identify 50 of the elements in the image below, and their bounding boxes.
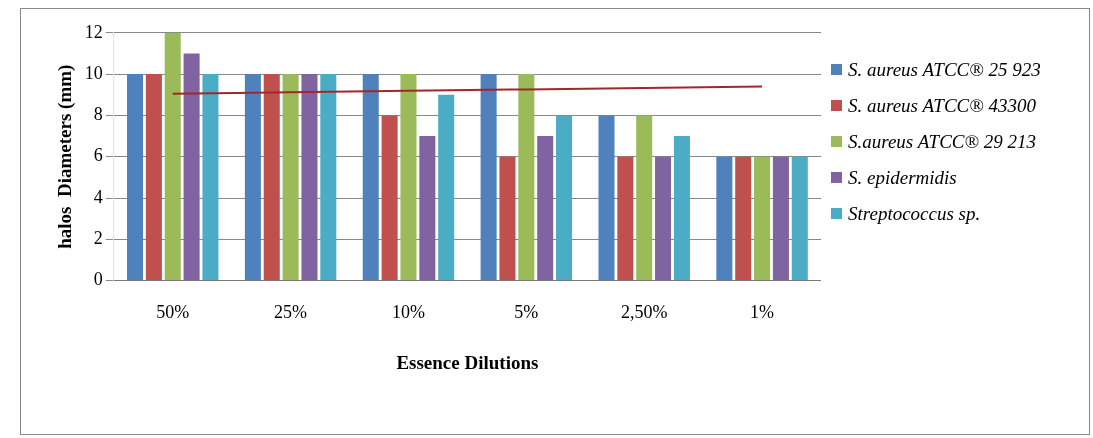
bar	[556, 115, 573, 281]
y-tick-label: 0	[93, 269, 103, 290]
y-tick-label: 4	[93, 186, 103, 207]
bar	[127, 74, 144, 281]
bar	[754, 156, 771, 281]
bar	[419, 136, 436, 281]
bar	[145, 74, 162, 281]
x-tick-label: 2,50%	[620, 302, 668, 323]
bar	[598, 115, 615, 281]
bar	[735, 156, 752, 281]
bar	[202, 74, 219, 281]
x-tick-label: 1%	[750, 302, 775, 323]
x-tick-label: 50%	[156, 302, 190, 323]
legend-label: S. aureus ATCC® 43300	[848, 95, 1036, 117]
x-tick-label: 5%	[514, 302, 539, 323]
bar	[537, 136, 554, 281]
bar	[791, 156, 808, 281]
bar	[244, 74, 261, 281]
legend-label: S.aureus ATCC® 29 213	[848, 131, 1036, 153]
bar	[499, 156, 516, 281]
bar	[716, 156, 733, 281]
bar	[164, 32, 181, 281]
bar	[655, 156, 672, 281]
bar	[381, 115, 398, 281]
bar	[480, 74, 497, 281]
legend-label: S. epidermidis	[848, 167, 957, 189]
bar	[772, 156, 789, 281]
bar	[617, 156, 634, 281]
bar	[518, 74, 535, 281]
x-tick-label: 10%	[391, 302, 425, 323]
bar	[183, 53, 200, 281]
bar	[673, 136, 690, 281]
x-tick-label: 25%	[274, 302, 308, 323]
bar	[636, 115, 653, 281]
y-axis-title: halos Diameters (mm)	[54, 64, 77, 249]
x-axis-title: Essence Dilutions	[396, 351, 539, 373]
legend-label: S. aureus ATCC® 25 923	[848, 59, 1041, 81]
bar	[263, 74, 280, 281]
y-tick-label: 6	[93, 145, 103, 166]
y-tick-label: 12	[84, 21, 103, 42]
y-tick-label: 10	[84, 62, 103, 83]
bar	[301, 74, 318, 281]
bar	[438, 94, 455, 281]
y-tick-label: 2	[93, 228, 103, 249]
legend-label: Streptococcus sp.	[848, 203, 981, 225]
bar	[282, 74, 299, 281]
y-tick-label: 8	[93, 104, 103, 125]
bar	[362, 74, 379, 281]
bar	[320, 74, 337, 281]
bar	[400, 74, 417, 281]
